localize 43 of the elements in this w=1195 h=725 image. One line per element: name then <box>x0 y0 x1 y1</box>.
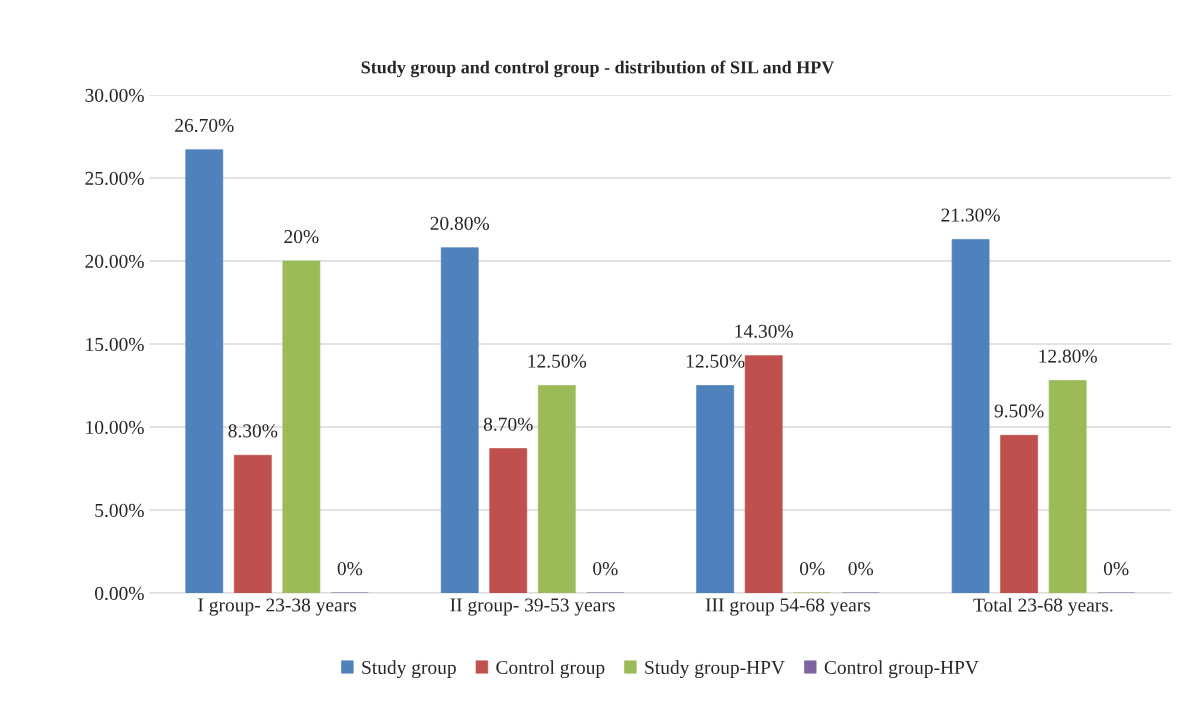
data-label: 12.50% <box>686 354 745 368</box>
data-label: 8.30% <box>228 424 278 438</box>
data-label: 9.50% <box>994 404 1044 418</box>
bar <box>489 448 528 594</box>
data-label: 26.70% <box>175 118 234 133</box>
legend-label: Study group-HPV <box>645 660 785 679</box>
bar <box>744 355 783 594</box>
y-tick-label: 20.00% <box>85 254 144 269</box>
x-tick-label: I group- 23-38 years <box>198 598 357 616</box>
y-tick-label: 0.00% <box>95 586 144 601</box>
data-label: 12.50% <box>528 354 587 368</box>
data-label: 21.30% <box>941 208 1000 222</box>
bar <box>1048 380 1087 594</box>
bar <box>440 247 479 594</box>
data-label: 8.70% <box>483 417 533 431</box>
y-tick-label: 10.00% <box>86 420 144 435</box>
data-label: 12.80% <box>1039 349 1097 363</box>
bar <box>1000 434 1038 594</box>
y-tick-label: 5.00% <box>95 503 144 518</box>
bar <box>537 385 576 594</box>
bar <box>185 149 224 594</box>
data-label: 20.80% <box>430 216 490 230</box>
data-label: 20% <box>284 230 319 244</box>
data-label: 14.30% <box>735 324 793 338</box>
chart-title: Study group and control group - distribution of SIL and HPV <box>361 60 835 78</box>
data-label: 0% <box>593 562 618 576</box>
x-tick-label: II group- 39-53 years <box>450 598 615 616</box>
data-label: 0% <box>337 562 363 576</box>
y-tick-label: 15.00% <box>86 337 144 352</box>
data-label: 0% <box>1103 562 1129 576</box>
y-tick-label: 30.00% <box>85 88 144 102</box>
bar <box>282 260 321 594</box>
x-tick-label: III group 54-68 years <box>705 598 871 616</box>
y-tick-label: 25.00% <box>85 171 144 186</box>
legend-label: Study group <box>362 660 456 679</box>
data-label: 0% <box>848 562 874 576</box>
bar <box>696 385 735 594</box>
data-label: 0% <box>800 562 825 576</box>
bar <box>951 239 990 594</box>
legend-label: Control group-HPV <box>824 660 979 679</box>
x-tick-label: Total 23-68 years. <box>973 597 1113 616</box>
legend-label: Control group <box>496 660 605 679</box>
bar <box>233 454 272 594</box>
